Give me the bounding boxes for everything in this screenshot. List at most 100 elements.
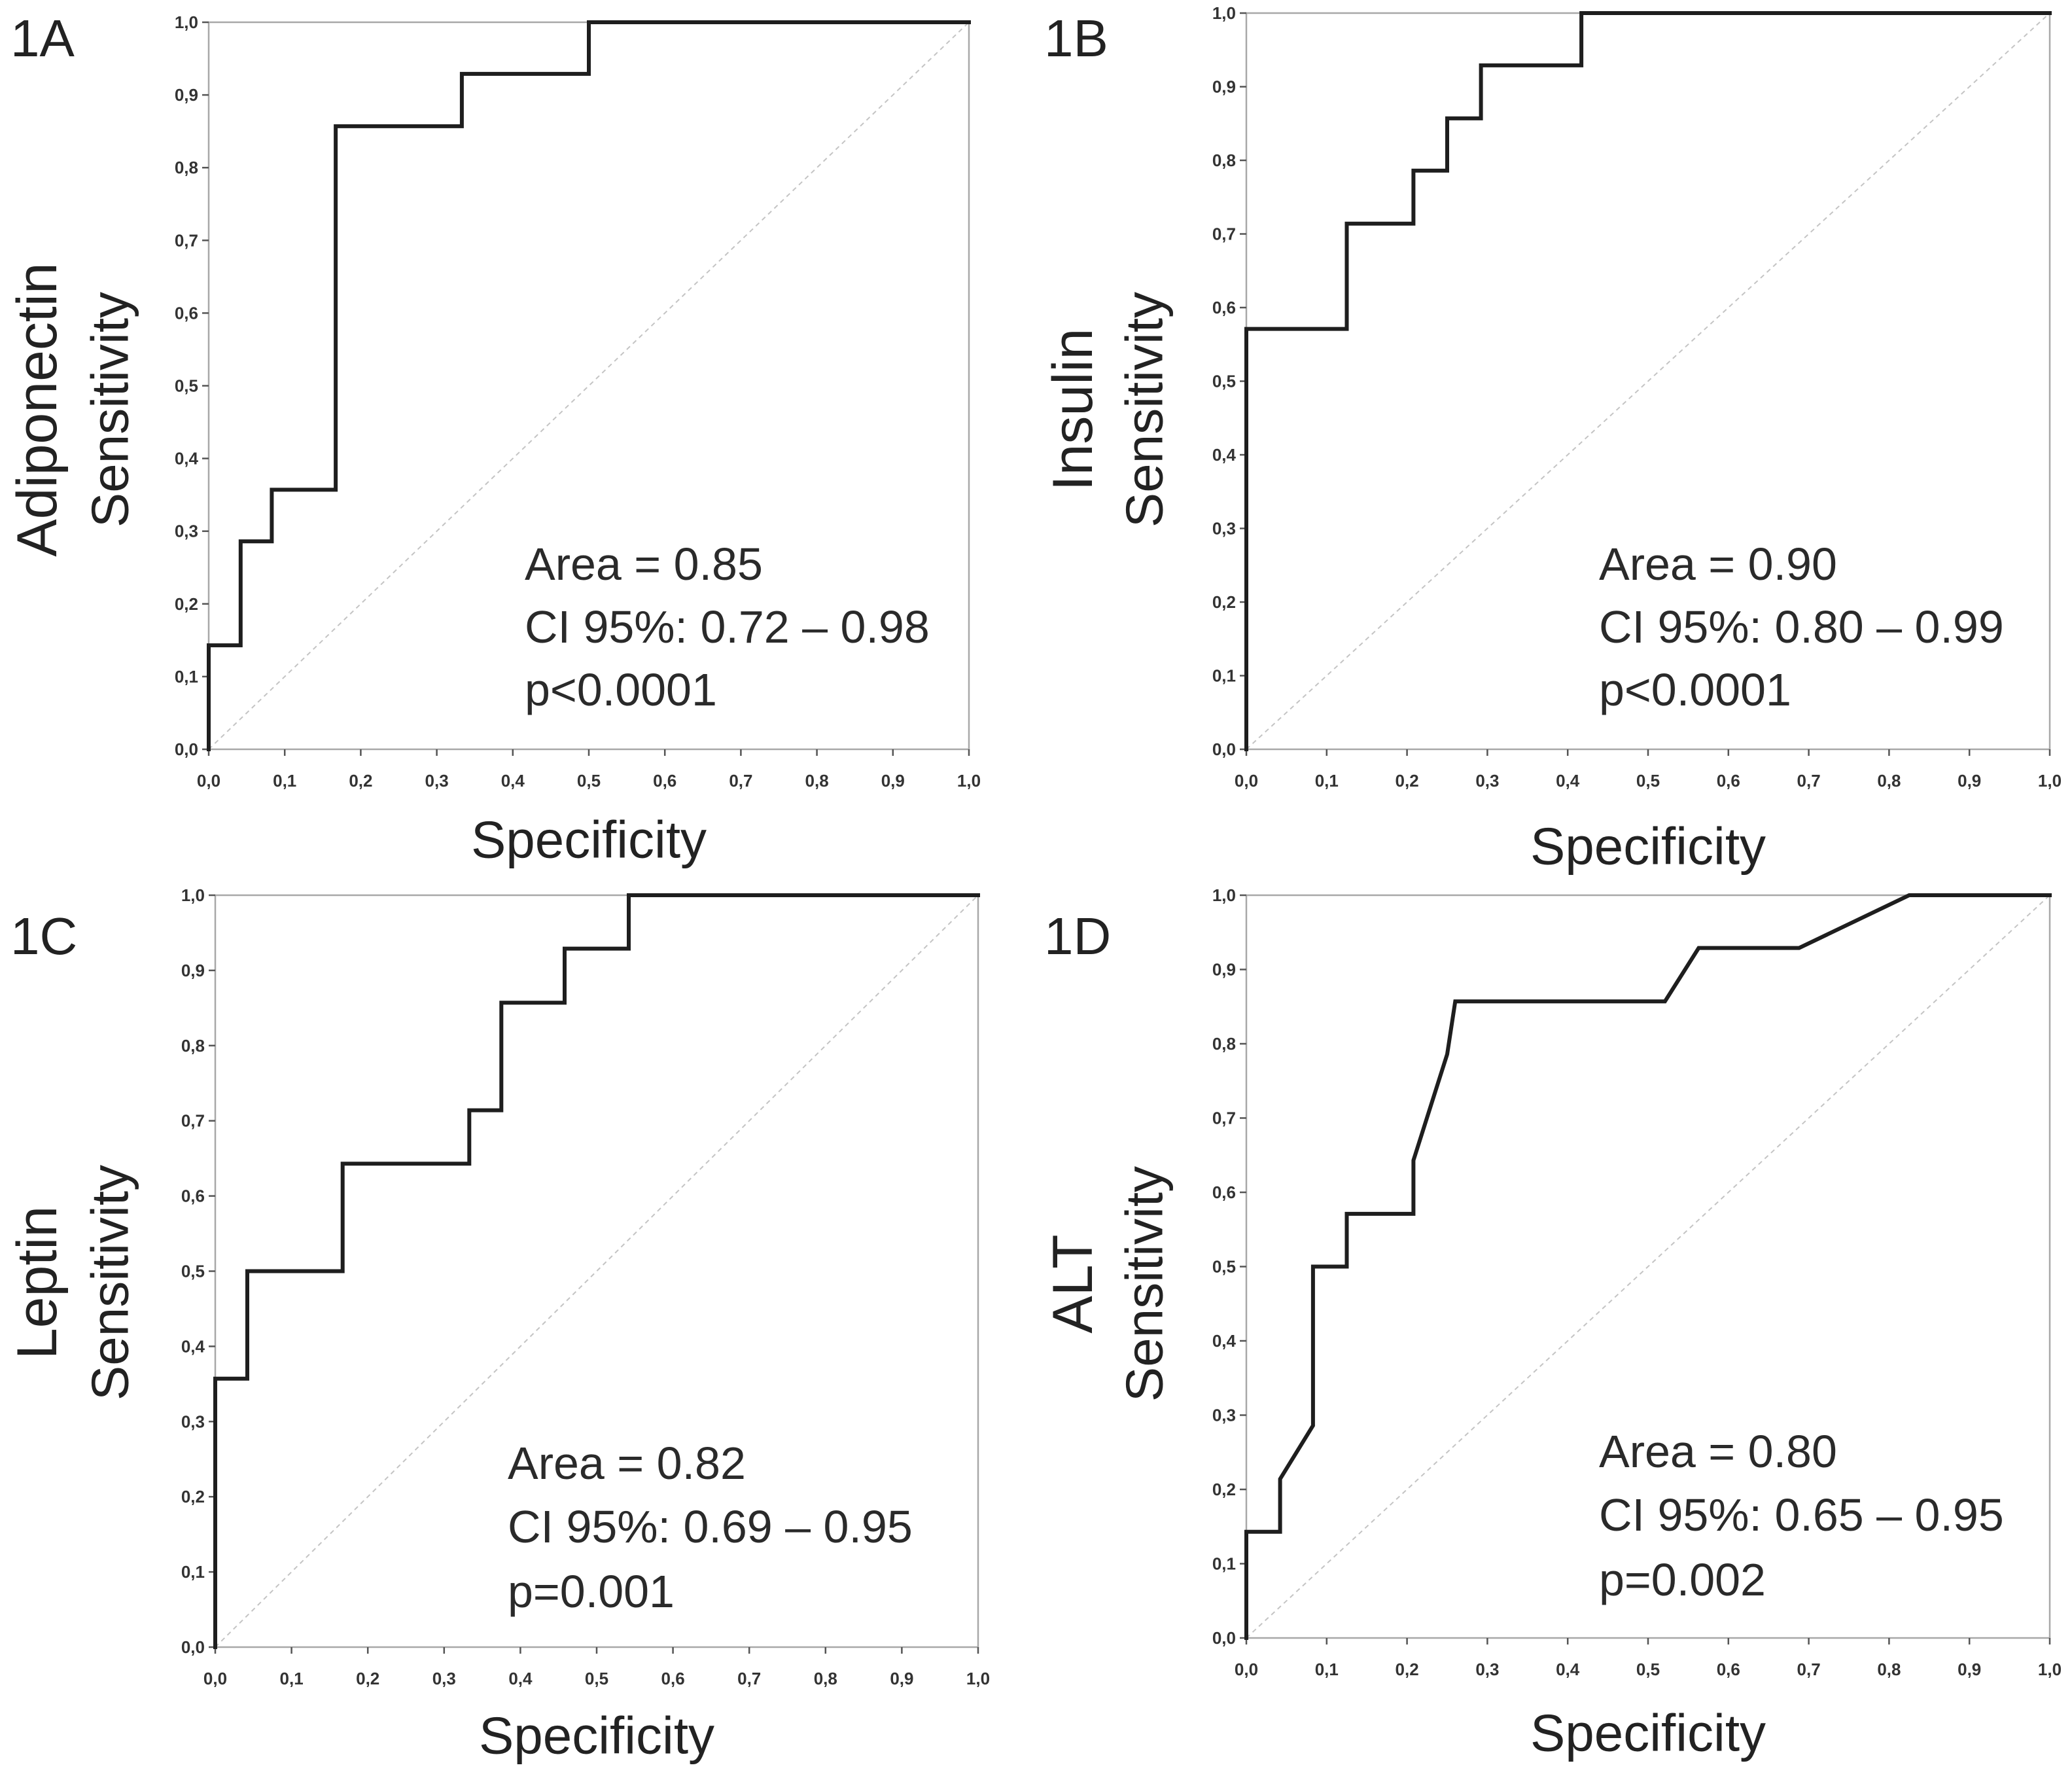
roc-curve: [213, 893, 980, 1649]
y-tick-label: 0,9: [1212, 960, 1236, 980]
x-axis-title: Specificity: [1530, 1704, 1766, 1762]
y-tick-label: 0,4: [175, 449, 199, 469]
y-tick-label: 0,4: [1212, 1331, 1237, 1351]
x-tick-label: 0,5: [1636, 771, 1660, 791]
reference-diagonal: [208, 22, 970, 750]
x-tick-label: 0,8: [805, 771, 829, 791]
x-tick-label: 0,8: [814, 1669, 837, 1688]
area-annotation: Area = 0.82: [508, 1438, 746, 1489]
x-tick-label: 0,4: [1556, 1660, 1580, 1679]
y-tick-label: 0,7: [1212, 224, 1236, 244]
x-tick-label: 0,6: [661, 1669, 685, 1688]
x-tick-label: 0,7: [729, 771, 752, 791]
x-tick-label: 0,4: [508, 1669, 533, 1688]
y-tick-label: 0,5: [181, 1262, 205, 1281]
y-tick-label: 0,7: [175, 230, 198, 250]
y-tick-label: 1,0: [1212, 3, 1236, 23]
panel-label: 1A: [10, 9, 75, 67]
x-tick-label: 0,4: [1556, 771, 1580, 791]
y-tick-label: 1,0: [175, 12, 198, 32]
y-tick-label: 0,3: [1212, 1406, 1236, 1425]
x-tick-label: 0,6: [653, 771, 676, 791]
y-tick-label: 0,0: [181, 1637, 205, 1657]
variable-label: ALT: [1042, 1234, 1104, 1333]
p-value-annotation: p<0.0001: [1599, 664, 1791, 715]
y-tick-label: 0,6: [1212, 1182, 1236, 1202]
ci-annotation: CI 95%: 0.72 – 0.98: [525, 601, 930, 652]
x-tick-label: 0,1: [1315, 771, 1339, 791]
x-tick-label: 0,5: [585, 1669, 608, 1688]
x-tick-label: 0,1: [1315, 1660, 1339, 1679]
x-tick-label: 0,1: [280, 1669, 304, 1688]
panel-1B: 1B Insulin Sensitivity Specificity 0,0 0,0 0,1…: [1042, 3, 2062, 876]
roc-curve: [207, 20, 971, 751]
y-tick-label: 0,3: [181, 1412, 205, 1431]
ci-annotation: CI 95%: 0.69 – 0.95: [508, 1501, 913, 1552]
x-tick-label: 0,3: [432, 1669, 456, 1688]
y-tick-label: 0,5: [1212, 1257, 1236, 1277]
x-tick-label: 1,0: [2038, 771, 2062, 791]
y-axis-title: Sensitivity: [1115, 1166, 1174, 1402]
x-axis-title: Specificity: [1530, 817, 1766, 876]
area-annotation: Area = 0.90: [1599, 539, 1837, 590]
y-tick-label: 0,3: [1212, 519, 1236, 539]
y-axis-title: Sensitivity: [81, 292, 139, 527]
y-tick-label: 0,7: [181, 1111, 205, 1131]
reference-diagonal: [1246, 895, 2050, 1639]
x-tick-label: 0,6: [1717, 771, 1740, 791]
y-tick-label: 0,4: [181, 1336, 205, 1356]
p-value-annotation: p=0.002: [1599, 1554, 1766, 1605]
x-tick-label: 0,9: [890, 1669, 913, 1688]
y-tick-label: 1,0: [1212, 885, 1236, 905]
x-tick-label: 0,6: [1717, 1660, 1740, 1679]
y-tick-label: 0,6: [175, 303, 198, 323]
y-tick-label: 0,3: [175, 522, 198, 541]
x-tick-label: 0,2: [1396, 1660, 1419, 1679]
x-tick-label: 0,2: [356, 1669, 379, 1688]
variable-label: Adiponectin: [6, 262, 69, 556]
roc-curve: [1244, 11, 2052, 751]
x-tick-label: 0,0: [1235, 1660, 1258, 1679]
x-tick-label: 1,0: [966, 1669, 990, 1688]
x-tick-label: 0,2: [349, 771, 372, 791]
variable-label: Leptin: [6, 1206, 69, 1359]
panel-label: 1C: [10, 907, 77, 965]
ci-annotation: CI 95%: 0.80 – 0.99: [1599, 601, 2004, 652]
x-tick-label: 0,7: [1797, 1660, 1821, 1679]
x-tick-label: 0,8: [1877, 771, 1901, 791]
y-tick-label: 0,1: [175, 667, 198, 686]
panel-1A: 1A Adiponectin Sensitivity Specificity 0,0 0,…: [6, 9, 981, 869]
x-tick-label: 0,1: [273, 771, 296, 791]
panel-label: 1D: [1044, 907, 1111, 965]
y-tick-label: 0,9: [181, 961, 205, 980]
x-tick-label: 0,0: [197, 771, 220, 791]
x-tick-label: 0,5: [577, 771, 601, 791]
y-tick-label: 0,1: [181, 1562, 205, 1582]
y-tick-label: 0,2: [181, 1487, 205, 1506]
x-axis-title: Specificity: [479, 1707, 714, 1765]
x-tick-label: 0,8: [1877, 1660, 1901, 1679]
y-tick-label: 0,8: [181, 1036, 205, 1056]
x-tick-label: 0,3: [1475, 771, 1499, 791]
y-tick-label: 0,2: [1212, 1480, 1236, 1499]
y-tick-label: 0,5: [1212, 372, 1236, 391]
x-tick-label: 0,9: [881, 771, 905, 791]
x-tick-label: 1,0: [957, 771, 981, 791]
x-tick-label: 0,7: [737, 1669, 761, 1688]
x-tick-label: 0,7: [1797, 771, 1821, 791]
roc-curve: [1244, 893, 2052, 1640]
p-value-annotation: p=0.001: [508, 1566, 675, 1617]
y-tick-label: 0,8: [1212, 151, 1236, 170]
panel-1D: 1D ALT Sensitivity Specificity 0,0 0,0 0,1 0,1 0…: [1042, 885, 2062, 1762]
ci-annotation: CI 95%: 0.65 – 0.95: [1599, 1489, 2004, 1540]
x-tick-label: 0,4: [501, 771, 525, 791]
reference-diagonal: [1246, 12, 2050, 750]
y-tick-label: 0,6: [1212, 298, 1236, 317]
y-tick-label: 0,2: [1212, 592, 1236, 612]
y-tick-label: 0,8: [175, 158, 198, 177]
y-tick-label: 0,1: [1212, 666, 1236, 686]
y-tick-label: 0,7: [1212, 1109, 1236, 1128]
x-tick-label: 0,3: [1475, 1660, 1499, 1679]
variable-label: Insulin: [1042, 329, 1104, 491]
